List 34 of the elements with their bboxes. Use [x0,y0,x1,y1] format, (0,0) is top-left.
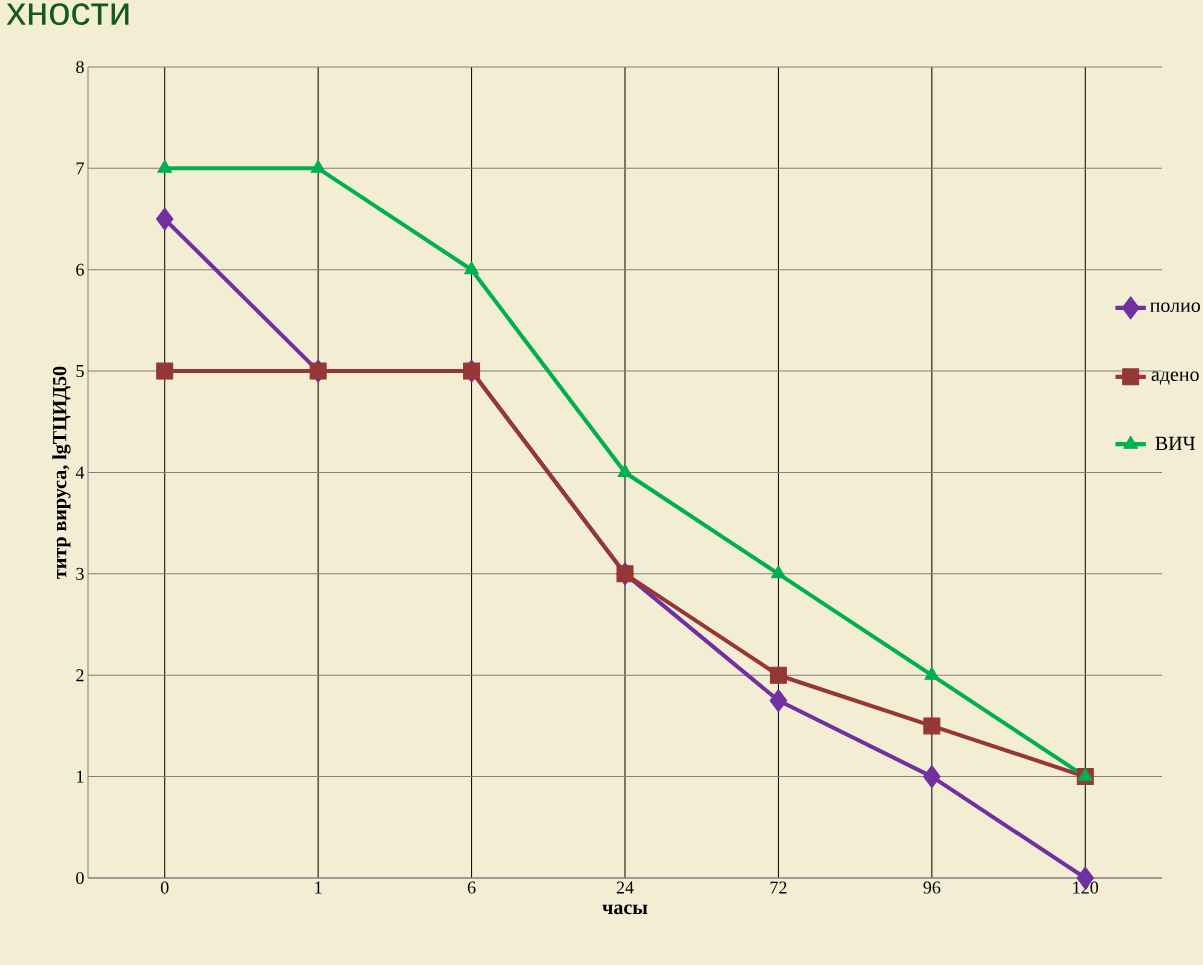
point [769,689,788,713]
x-tick-label: 96 [923,881,941,894]
point [924,666,940,680]
legend-label: ВИЧ [1155,436,1196,451]
point [1077,768,1093,782]
point [923,765,941,789]
x-tick-label: 0 [160,881,169,894]
point [923,717,941,735]
point [464,261,479,275]
y-tick-label: 3 [76,567,84,580]
point [769,666,787,684]
point [617,463,633,477]
y-tick-label: 1 [77,770,84,783]
point [771,565,786,579]
legend-label: полио [1150,302,1201,313]
y-tick-label: 2 [76,669,84,682]
x-tick-label: 1 [315,881,322,894]
y-axis-title: титр вируса, lgТЦИД50 [52,366,71,579]
y-tick-label: 5 [76,365,84,378]
y-tick-label: 6 [76,263,84,276]
x-tick-label: 6 [467,881,476,894]
chart-title: хности [6,3,129,26]
y-tick-label: 8 [76,60,84,74]
x-axis-title: часы [602,904,648,915]
y-tick-label: 0 [76,871,84,885]
x-tick-label: 24 [616,881,634,894]
point [156,362,174,380]
legend-label: адено [1151,371,1199,385]
point [157,159,173,173]
x-tick-label: 72 [770,881,787,894]
point [310,159,326,173]
point [155,207,174,231]
y-tick-label: 7 [76,162,84,175]
y-tick-label: 4 [75,466,85,479]
